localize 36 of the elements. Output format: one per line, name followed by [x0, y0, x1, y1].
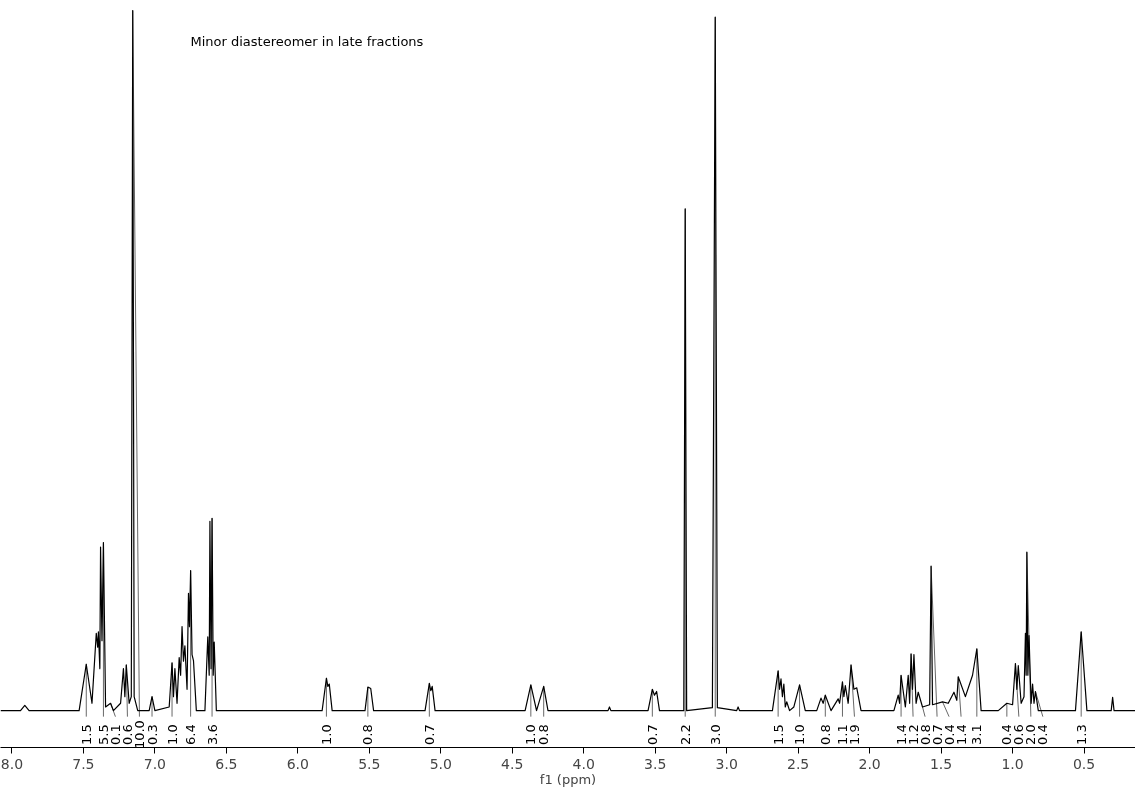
x-tick-label: 3.0	[715, 755, 738, 772]
annotation: 1.3	[1073, 724, 1089, 745]
x-tick-label: 5.0	[429, 755, 452, 772]
x-axis-title: f1 (ppm)	[539, 771, 597, 787]
x-tick-label: 4.0	[572, 755, 595, 772]
annotation: 0.8	[817, 724, 833, 745]
x-tick-label: 6.5	[215, 755, 238, 772]
annotation: 2.2	[677, 724, 693, 745]
annotation: 3.0	[707, 724, 723, 745]
x-tick-label: 3.5	[644, 755, 667, 772]
x-tick-label: 2.5	[787, 755, 810, 772]
annotation: Minor diastereomer in late fractions	[190, 33, 424, 49]
annotation: 0.7	[644, 724, 660, 745]
annotation: 1.0	[318, 724, 334, 745]
annotation: 3.6	[204, 724, 220, 745]
x-tick-label: 4.5	[501, 755, 524, 772]
x-tick-label: 7.0	[143, 755, 167, 772]
annotation: 0.8	[536, 724, 552, 745]
x-tick-label: 2.0	[858, 755, 881, 772]
annotation: 1.0	[164, 724, 180, 745]
annotation: 0.7	[421, 724, 437, 745]
annotation: 1.0	[792, 724, 808, 745]
annotation: 1.5	[78, 724, 94, 745]
x-tick-label: 0.5	[1072, 755, 1096, 772]
annotation: 1.0	[523, 724, 539, 745]
x-tick-label: 7.5	[72, 755, 95, 772]
x-tick-label: 5.5	[358, 755, 381, 772]
x-tick-label: 1.5	[929, 755, 953, 772]
x-tick-label: 8.0	[0, 755, 24, 772]
x-tick-label: 1.0	[1001, 755, 1024, 772]
x-tick-label: 6.0	[286, 755, 309, 772]
annotation: 0.3	[144, 724, 160, 745]
annotation: 1.5	[770, 724, 786, 745]
annotation: 6.4	[183, 724, 199, 745]
annotation: 0.8	[360, 724, 376, 745]
annotation: 3.1	[969, 724, 985, 745]
